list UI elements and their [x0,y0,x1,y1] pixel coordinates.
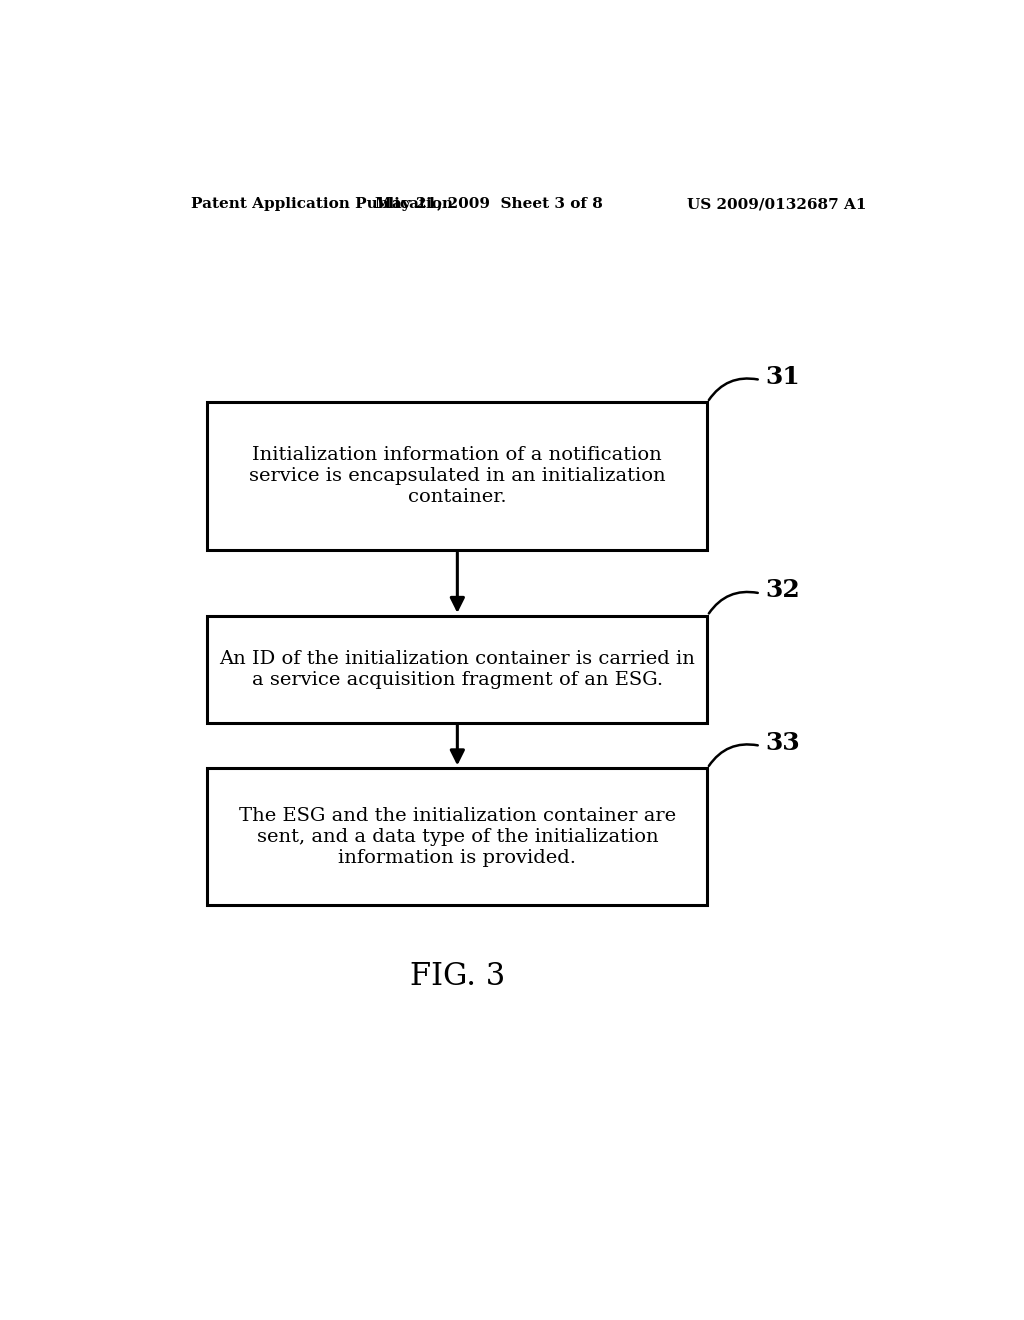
Text: FIG. 3: FIG. 3 [410,961,505,993]
Text: Initialization information of a notification
service is encapsulated in an initi: Initialization information of a notifica… [249,446,666,506]
Text: 31: 31 [765,364,800,389]
FancyBboxPatch shape [207,403,708,549]
Text: The ESG and the initialization container are
sent, and a data type of the initia: The ESG and the initialization container… [239,807,676,867]
Text: 32: 32 [765,578,800,602]
FancyArrowPatch shape [709,591,758,614]
Text: May 21, 2009  Sheet 3 of 8: May 21, 2009 Sheet 3 of 8 [375,197,603,211]
Text: An ID of the initialization container is carried in
a service acquisition fragme: An ID of the initialization container is… [219,649,695,689]
Text: 33: 33 [765,731,800,755]
FancyArrowPatch shape [709,744,758,766]
Text: Patent Application Publication: Patent Application Publication [191,197,454,211]
FancyArrowPatch shape [709,379,758,400]
FancyBboxPatch shape [207,768,708,906]
FancyBboxPatch shape [207,615,708,722]
Text: US 2009/0132687 A1: US 2009/0132687 A1 [686,197,866,211]
